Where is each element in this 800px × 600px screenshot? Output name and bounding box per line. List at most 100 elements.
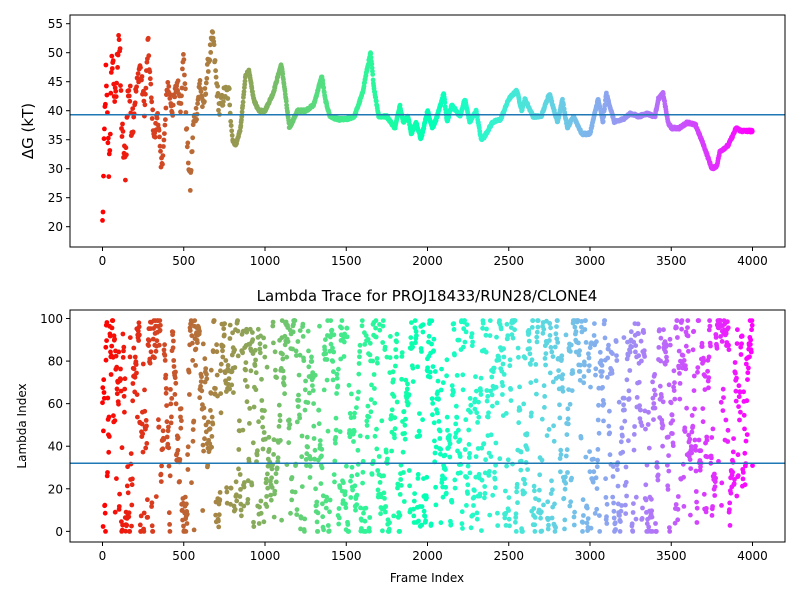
top-chart: 0 500 1000 1500 2000 2500 3000 3500 4000 2025303… xyxy=(19,14,786,268)
data-point xyxy=(185,444,191,450)
data-point xyxy=(655,472,661,478)
y-tick-label: 50 xyxy=(48,46,63,60)
data-point xyxy=(120,129,126,134)
data-point xyxy=(462,318,467,323)
data-point xyxy=(652,372,658,377)
data-point xyxy=(677,371,682,376)
data-point xyxy=(642,408,648,414)
data-point xyxy=(256,521,262,526)
data-point xyxy=(228,123,234,128)
data-point xyxy=(175,435,181,441)
data-point xyxy=(336,521,342,527)
data-point xyxy=(510,335,516,341)
data-point xyxy=(725,319,730,325)
data-point xyxy=(299,484,305,489)
data-point xyxy=(630,510,636,515)
data-point xyxy=(194,117,200,122)
data-point xyxy=(508,387,514,392)
data-point xyxy=(178,101,184,106)
data-point xyxy=(606,423,612,429)
data-point xyxy=(688,512,693,518)
data-point xyxy=(221,332,227,338)
data-point xyxy=(472,406,478,412)
data-point xyxy=(157,327,163,333)
data-point xyxy=(749,318,755,323)
data-point xyxy=(237,418,242,424)
data-point xyxy=(666,382,672,388)
data-point xyxy=(591,469,597,475)
data-point xyxy=(411,513,417,519)
data-point xyxy=(487,512,493,518)
data-point xyxy=(231,390,236,395)
data-point xyxy=(563,453,569,459)
data-point xyxy=(564,432,570,437)
data-point xyxy=(207,42,213,48)
data-point xyxy=(476,414,482,420)
data-point xyxy=(704,506,709,511)
data-point xyxy=(679,318,685,323)
data-point xyxy=(205,69,211,74)
data-point xyxy=(319,453,324,459)
data-point xyxy=(562,526,567,532)
data-point xyxy=(494,334,499,340)
data-point xyxy=(178,109,183,115)
data-point xyxy=(501,354,507,360)
data-point xyxy=(274,375,279,380)
data-point xyxy=(586,355,592,361)
data-point xyxy=(504,463,509,469)
data-point xyxy=(606,342,611,348)
data-point xyxy=(241,484,247,490)
data-point xyxy=(563,480,569,486)
data-point xyxy=(541,502,546,508)
data-point xyxy=(635,321,641,327)
data-point xyxy=(626,388,632,394)
data-point xyxy=(703,509,709,515)
y-tick-label: 35 xyxy=(48,133,63,147)
data-point xyxy=(670,431,675,436)
data-point xyxy=(279,318,285,323)
data-point xyxy=(685,325,690,330)
data-point xyxy=(559,376,565,382)
data-point xyxy=(357,349,363,354)
data-point xyxy=(652,387,657,393)
data-point xyxy=(479,445,485,451)
data-point xyxy=(580,529,585,534)
data-point xyxy=(132,374,138,380)
data-point xyxy=(141,510,147,516)
data-point xyxy=(542,356,548,361)
data-point xyxy=(380,528,385,534)
data-point xyxy=(661,327,666,333)
data-point xyxy=(469,331,475,336)
data-point xyxy=(163,372,169,378)
y-tick-label: 60 xyxy=(48,397,63,411)
data-point xyxy=(341,354,347,359)
data-point xyxy=(190,340,195,346)
data-point xyxy=(258,498,264,504)
data-point xyxy=(471,503,476,508)
data-point xyxy=(140,449,146,455)
data-point xyxy=(247,406,253,411)
data-point xyxy=(367,352,373,358)
data-point xyxy=(394,331,400,337)
data-point xyxy=(282,391,287,397)
data-point xyxy=(427,374,433,380)
data-point xyxy=(193,363,199,368)
data-point xyxy=(132,354,138,360)
data-point xyxy=(317,323,322,329)
data-point xyxy=(547,333,553,338)
data-point xyxy=(607,452,613,458)
data-point xyxy=(542,394,548,399)
data-point xyxy=(360,480,365,486)
data-point xyxy=(247,421,252,426)
data-point xyxy=(744,398,750,404)
data-point xyxy=(451,321,457,326)
data-point xyxy=(693,443,698,449)
data-point xyxy=(138,65,143,70)
data-point xyxy=(266,434,272,440)
data-point xyxy=(383,504,389,509)
data-point xyxy=(312,372,318,378)
data-point xyxy=(202,86,208,91)
data-point xyxy=(657,327,662,333)
data-point xyxy=(148,95,154,101)
data-point xyxy=(576,340,581,346)
